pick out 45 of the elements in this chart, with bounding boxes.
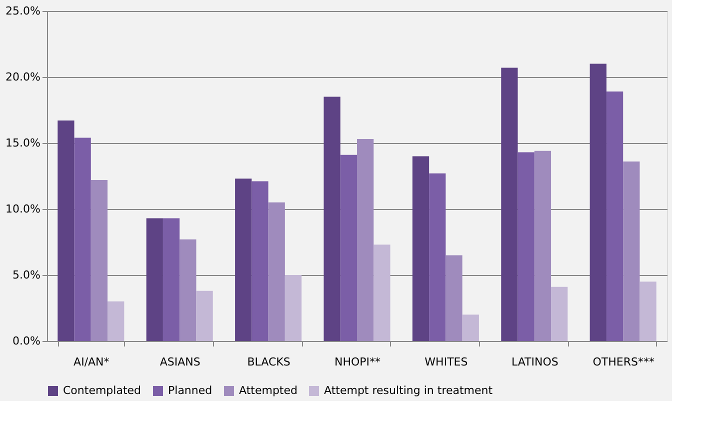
legend-label: Attempted [239,384,298,397]
bar [340,154,357,341]
bar [268,202,285,341]
x-tick-label: LATINOS [511,356,558,368]
bar [640,282,656,341]
x-tick-label: OTHERS*** [592,356,655,368]
bar [374,244,390,341]
bar [146,218,163,341]
bar [429,173,446,341]
bar [74,138,91,341]
y-tick-label: 25.0% [6,4,40,18]
legend-label: Contemplated [63,384,142,397]
y-tick-label: 20.0% [6,70,40,84]
bar [534,150,552,341]
bar [446,255,462,341]
x-tick-label: NHOPI** [334,356,382,368]
x-tick-label: AI/AN* [74,356,110,368]
bar [235,178,252,341]
x-tick-label: ASIANS [160,356,200,368]
bar [252,181,268,341]
bar [196,290,213,341]
bar [590,64,606,341]
bar [284,275,302,341]
x-tick-label: WHITES [424,356,468,368]
bar [90,180,108,341]
bar [501,68,518,341]
y-tick-label: 5.0% [12,268,40,282]
y-tick-label: 10.0% [6,202,40,216]
legend-label: Planned [168,384,212,397]
x-tick-label: BLACKS [247,356,290,368]
bar [412,156,430,341]
bar [324,96,340,341]
legend-label: Attempt resulting in treatment [324,384,494,397]
y-tick-label: 15.0% [6,136,40,150]
y-tick-label: 0.0% [12,334,40,348]
bar [606,92,624,341]
bar [462,314,479,341]
bar [357,139,374,341]
bar [108,301,124,341]
bar [162,218,180,341]
bar [180,239,196,341]
bar [623,161,640,341]
bar [518,152,534,341]
bar [58,120,74,341]
bar [551,286,568,341]
